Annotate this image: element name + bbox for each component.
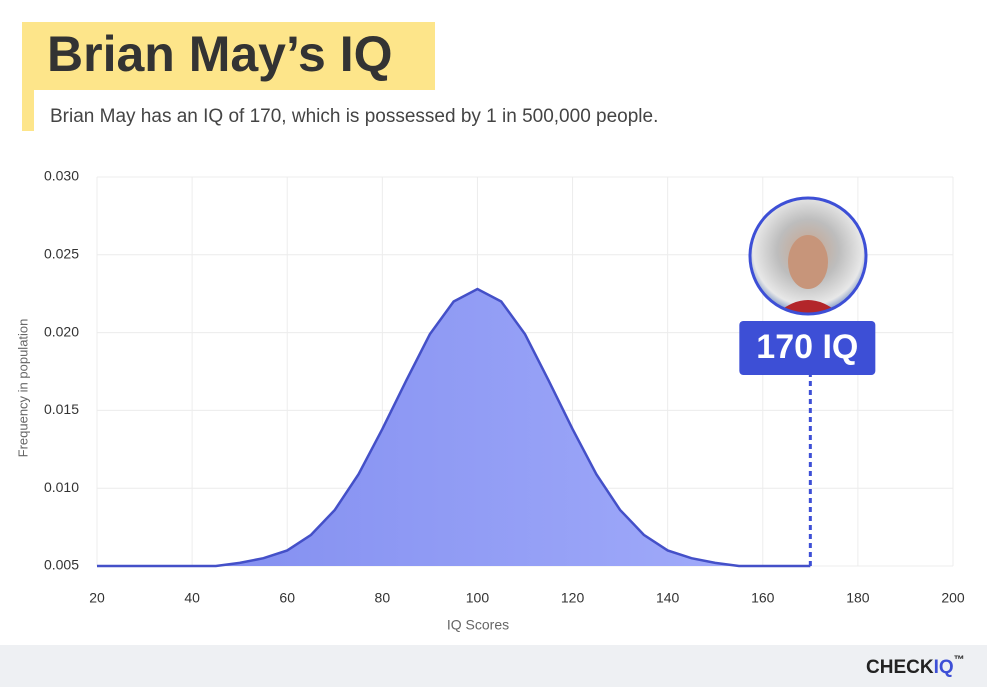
accent-bar: [22, 90, 34, 131]
trademark: ™: [954, 654, 965, 666]
brand-accent: IQ: [934, 657, 954, 678]
marker-label: 170 IQ: [756, 328, 858, 366]
footer: [0, 645, 987, 687]
x-tick-label: 20: [89, 590, 105, 606]
x-tick-label: 80: [375, 590, 391, 606]
title-box: [22, 22, 435, 90]
curve: [97, 287, 811, 568]
y-tick-label: 0.030: [44, 168, 79, 184]
x-tick-label: 40: [184, 590, 200, 606]
x-tick-label: 120: [561, 590, 585, 606]
area-fill: [97, 289, 811, 566]
chart-title: Brian May’s IQ: [47, 26, 392, 82]
brand: CHECKIQ™: [866, 654, 965, 678]
photo-ring: [748, 196, 868, 316]
y-tick-label: 0.015: [44, 401, 79, 417]
x-tick-label: 100: [466, 590, 490, 606]
marker-box: [739, 321, 876, 375]
x-tick-label: 160: [751, 590, 775, 606]
subtitle: Brian May has an IQ of 170, which is pos…: [50, 106, 658, 127]
y-tick-label: 0.010: [44, 479, 79, 495]
y-tick-label: 0.025: [44, 246, 79, 262]
y-tick-label: 0.020: [44, 323, 79, 339]
x-tick-label: 60: [279, 590, 295, 606]
x-tick-label: 200: [941, 590, 965, 606]
x-tick-label: 140: [656, 590, 680, 606]
brand-text: CHECK: [866, 657, 934, 678]
x-tick-label: 180: [846, 590, 870, 606]
y-tick-label: 0.005: [44, 557, 79, 573]
y-axis-label: Frequency in population: [15, 319, 30, 458]
x-axis-label: IQ Scores: [447, 617, 509, 633]
photo-shirt: [770, 300, 846, 313]
photo-face: [788, 235, 828, 289]
